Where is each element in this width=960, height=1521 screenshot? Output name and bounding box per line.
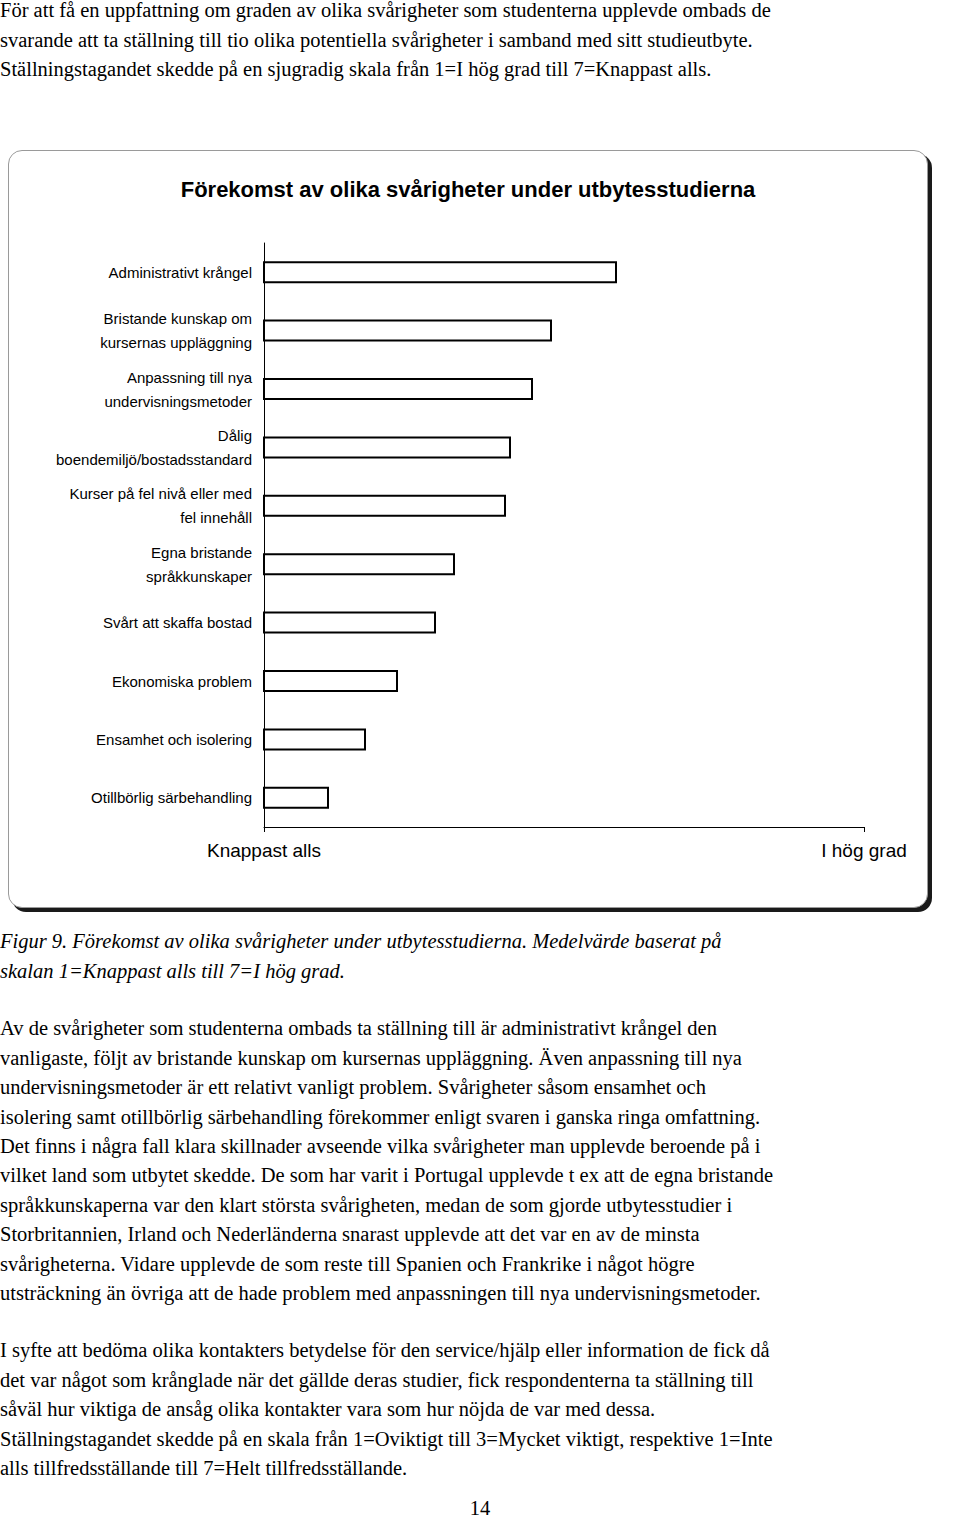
- html-text:såväl hur viktiga de ansåg oli: såväl hur viktiga de ansåg olika kontakt…: [0, 1398, 656, 1421]
- html-text:det var något som krånglade nä: det var något som krånglade när det gäll…: [0, 1368, 754, 1391]
- html-text:Ställningstagandet skedde på e: Ställningstagandet skedde på en skala fr…: [0, 1427, 773, 1450]
- svg-text:kursernas uppläggning: kursernas uppläggning: [100, 334, 252, 351]
- svg-text:Egna bristande: Egna bristande: [151, 544, 252, 561]
- html-text:14: 14: [469, 1497, 491, 1520]
- html-text:alls tillfredsställande till 7: alls tillfredsställande till 7=Helt till…: [0, 1456, 408, 1479]
- svg-text:undervisningsmetoder: undervisningsmetoder: [104, 393, 252, 410]
- svg-text:Dålig: Dålig: [218, 427, 252, 444]
- svg-text:Otillbörlig särbehandling: Otillbörlig särbehandling: [91, 789, 252, 806]
- svg-text:Svårt att skaffa bostad: Svårt att skaffa bostad: [103, 614, 252, 631]
- html-text:vilket land som utbytet skedde: vilket land som utbytet skedde. De som h…: [0, 1164, 774, 1187]
- html-text:Av de svårigheter som studente: Av de svårigheter som studenterna ombads…: [0, 1017, 717, 1040]
- html-text:utsträckning än övriga att de: utsträckning än övriga att de hade probl…: [0, 1281, 761, 1304]
- svg-text:Knappast alls: Knappast alls: [207, 840, 321, 861]
- html-text:skalan 1=Knappast alls till 7=: skalan 1=Knappast alls till 7=I hög grad…: [0, 959, 345, 982]
- svg-text:I hög grad: I hög grad: [821, 840, 907, 861]
- html-text:Storbritannien, Irland och Ned: Storbritannien, Irland och Nederländerna…: [0, 1223, 700, 1246]
- svg-text:Bristande kunskap om: Bristande kunskap om: [104, 310, 252, 327]
- html-text:För att få en uppfattning om g: För att få en uppfattning om graden av o…: [0, 0, 771, 22]
- html-text:Det finns i några fall klara s: Det finns i några fall klara skillnader …: [0, 1134, 761, 1157]
- html-text:Figur 9. Förekomst av olika sv: Figur 9. Förekomst av olika svårigheter …: [0, 930, 722, 953]
- html-text:undervisningsmetoder är ett re: undervisningsmetoder är ett relativt van…: [0, 1076, 706, 1099]
- svg-text:Anpassning till nya: Anpassning till nya: [127, 369, 253, 386]
- svg-text:Ensamhet och isolering: Ensamhet och isolering: [96, 731, 252, 748]
- html-text:vanligaste, följt av bristande: vanligaste, följt av bristande kunskap o…: [0, 1046, 742, 1069]
- svg-text:Ekonomiska problem: Ekonomiska problem: [112, 673, 252, 690]
- html-text:Ställningstagandet skedde på e: Ställningstagandet skedde på en sjugradi…: [0, 58, 712, 81]
- svg-text:Administrativt krångel: Administrativt krångel: [109, 264, 252, 281]
- html-text:svårigheterna. Vidare upplevde: svårigheterna. Vidare upplevde de som re…: [0, 1252, 695, 1275]
- html-text:svarande att ta ställning till: svarande att ta ställning till tio olika…: [0, 28, 753, 51]
- html-text:språkkunskaperna var den klart: språkkunskaperna var den klart största s…: [0, 1193, 733, 1216]
- svg-text:fel innehåll: fel innehåll: [180, 509, 252, 526]
- svg-text:språkkunskaper: språkkunskaper: [146, 568, 252, 585]
- html-text:I syfte att bedöma olika konta: I syfte att bedöma olika kontakters bety…: [0, 1339, 770, 1362]
- html-text:isolering samt otillbörlig sär: isolering samt otillbörlig särbehandling…: [0, 1105, 760, 1128]
- svg-text:Kurser på fel nivå eller med: Kurser på fel nivå eller med: [69, 485, 252, 502]
- svg-text:boendemiljö/bostadsstandard: boendemiljö/bostadsstandard: [56, 451, 252, 468]
- svg-text:Förekomst av olika svårigheter: Förekomst av olika svårigheter under utb…: [181, 177, 756, 202]
